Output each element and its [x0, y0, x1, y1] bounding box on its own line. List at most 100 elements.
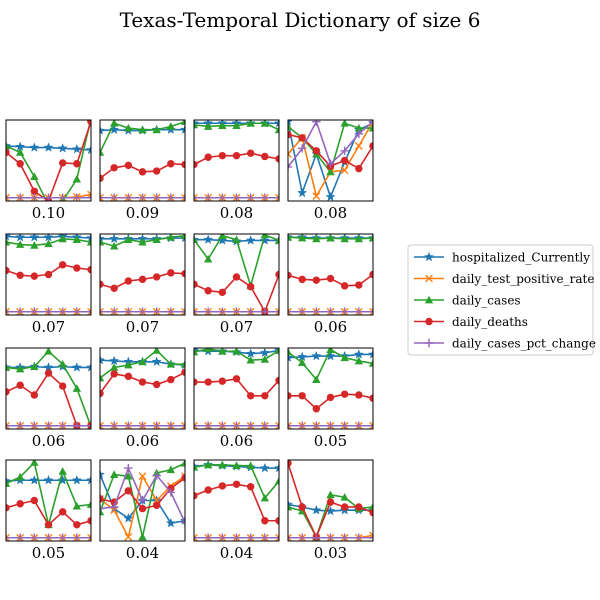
data-point [311, 350, 322, 361]
data-point [288, 460, 292, 467]
panel-plot-area [6, 120, 91, 201]
legend-label: daily_cases [452, 294, 521, 308]
data-point [109, 470, 119, 478]
data-point [100, 280, 104, 288]
data-point [368, 533, 373, 541]
data-point [166, 234, 176, 241]
data-point [274, 533, 279, 541]
data-point [58, 360, 67, 368]
panel-frame [99, 459, 186, 542]
data-point [232, 151, 241, 160]
legend-entry-daily-test-positive-rate: daily_test_positive_rate [414, 272, 594, 286]
panel-13: 0.05 [5, 459, 92, 562]
data-point [367, 349, 373, 359]
data-point [71, 362, 82, 372]
data-point [194, 421, 198, 429]
data-point [86, 500, 91, 508]
series-daily-deaths [100, 160, 185, 183]
data-point [6, 237, 11, 246]
data-point [246, 392, 255, 400]
data-point [16, 160, 24, 168]
panel-frame [99, 233, 186, 316]
data-point [194, 280, 198, 288]
data-point [340, 146, 349, 155]
panel-plot-area [100, 460, 185, 541]
data-point [100, 307, 104, 315]
data-point [58, 508, 67, 516]
data-point [86, 421, 91, 429]
data-point [312, 120, 321, 126]
data-point [368, 502, 373, 511]
data-point [312, 234, 321, 243]
data-point [100, 307, 105, 315]
panel-frame [99, 347, 186, 430]
panel-9: 0.06 [5, 347, 92, 450]
data-point [274, 307, 279, 315]
data-point [369, 142, 373, 150]
data-point [194, 463, 199, 471]
panel-label: 0.06 [220, 432, 253, 450]
panel-label: 0.08 [220, 204, 253, 222]
data-point [203, 460, 213, 469]
data-point [298, 503, 306, 511]
data-point [180, 120, 185, 125]
data-point [72, 501, 82, 510]
data-point [368, 234, 373, 242]
panel-6: 0.07 [99, 233, 186, 336]
data-point [298, 134, 306, 142]
data-point [30, 187, 39, 195]
data-point [30, 391, 39, 399]
data-point [203, 254, 213, 263]
data-point [6, 193, 11, 201]
data-point [138, 378, 147, 386]
series-daily-cases [6, 348, 91, 429]
data-point [275, 193, 279, 201]
data-point [232, 375, 241, 383]
data-point [87, 517, 91, 525]
panel-plot-area [288, 460, 373, 541]
legend-entry-daily-deaths: daily_deaths [414, 315, 528, 329]
data-point [355, 391, 363, 399]
panel-plot-area [288, 234, 373, 315]
data-point [30, 460, 39, 466]
data-point [110, 164, 118, 172]
panel-frame [287, 233, 374, 316]
data-point [297, 234, 307, 242]
data-point [298, 275, 306, 284]
data-point [109, 234, 120, 244]
data-point [100, 148, 105, 156]
data-point [246, 149, 255, 157]
data-point [354, 356, 364, 365]
data-point [124, 372, 133, 381]
data-point [260, 493, 270, 502]
data-point [368, 123, 373, 132]
data-point [275, 307, 279, 315]
series-daily-deaths [100, 269, 185, 292]
data-point [194, 348, 199, 356]
data-point [71, 143, 82, 154]
data-point [29, 234, 40, 242]
panel-plot-area [194, 234, 279, 315]
data-point [340, 390, 349, 398]
legend-label: daily_test_positive_rate [452, 272, 594, 286]
data-point [151, 356, 162, 367]
series-daily-cases [100, 234, 185, 250]
data-point [6, 533, 10, 541]
data-point [165, 517, 176, 528]
data-point [297, 358, 307, 366]
data-point [29, 142, 40, 152]
series-daily-cases [288, 348, 373, 383]
data-point [246, 355, 255, 364]
data-point [194, 307, 198, 315]
panel-plot-area [288, 120, 373, 201]
data-point [261, 392, 269, 400]
data-point [368, 307, 373, 315]
panel-plot-area [6, 234, 91, 315]
data-point [87, 307, 91, 315]
series-daily-cases [6, 460, 91, 529]
panel-label: 0.06 [32, 432, 65, 450]
data-point [204, 287, 212, 295]
data-point [138, 125, 147, 134]
panel-frame [5, 119, 92, 202]
data-point [368, 120, 373, 126]
